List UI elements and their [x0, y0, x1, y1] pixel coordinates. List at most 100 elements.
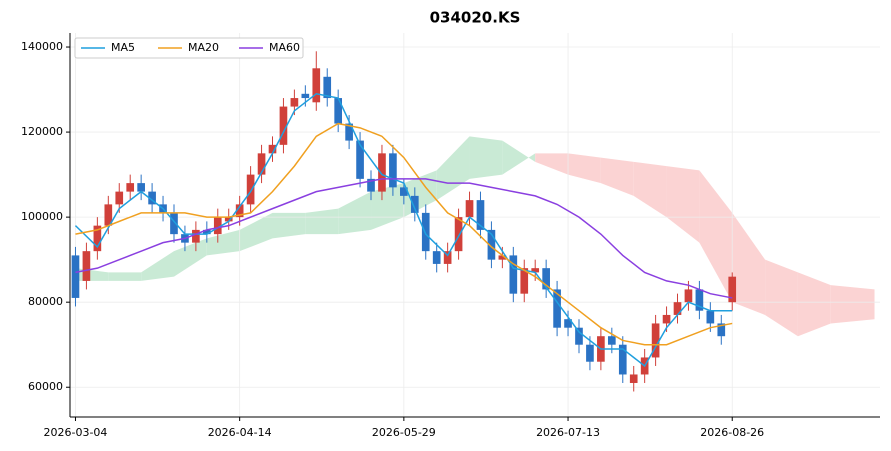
cloud-segment: [141, 251, 174, 281]
ma-line: [74, 93, 733, 368]
cloud-segment: [568, 153, 601, 184]
candle-body: [706, 310, 715, 324]
cloud-segment: [371, 183, 404, 230]
candle-body: [454, 217, 463, 252]
candle-body: [695, 289, 704, 311]
candle-body: [93, 225, 102, 252]
candle-body: [476, 200, 485, 230]
candle-body: [542, 268, 550, 290]
y-tick-label: 120000: [21, 125, 63, 138]
candle-body: [389, 153, 397, 188]
cloud-layer: [75, 136, 875, 337]
cloud-segment: [108, 272, 142, 281]
candle-body: [235, 204, 244, 218]
candle-body: [82, 251, 91, 281]
candle-body: [356, 140, 364, 179]
x-tick-label: 2026-05-29: [372, 426, 436, 439]
cloud-segment: [633, 161, 667, 218]
cloud-segment: [206, 229, 240, 256]
candle-body: [629, 374, 638, 383]
candle-body: [432, 251, 441, 264]
candle-body: [345, 123, 353, 141]
candle-body: [509, 255, 518, 294]
candle-body: [246, 174, 255, 205]
cloud-segment: [600, 157, 634, 196]
candle-body: [607, 336, 616, 345]
candle-body: [213, 217, 222, 235]
candle-body: [312, 68, 321, 103]
candle-body: [257, 153, 266, 175]
candle-body: [575, 327, 583, 345]
x-tick-label: 2026-03-04: [44, 426, 108, 439]
cloud-segment: [338, 191, 372, 235]
cloud-segment: [666, 166, 700, 243]
y-tick-label: 60000: [28, 380, 63, 393]
candle-body: [662, 314, 671, 324]
candle-body: [104, 204, 113, 226]
candle-body: [465, 200, 474, 218]
cloud-segment: [797, 272, 831, 337]
candle-body: [367, 178, 375, 192]
candle-body: [268, 144, 277, 154]
candle-body: [71, 255, 80, 298]
ma-line: [75, 178, 733, 299]
candle-body: [520, 268, 529, 294]
candle-body: [323, 76, 332, 99]
legend-label: MA60: [269, 41, 300, 54]
candle-body: [651, 323, 660, 358]
cloud-segment: [502, 140, 536, 175]
x-tick-label: 2026-07-13: [536, 426, 600, 439]
candle-body: [487, 229, 496, 260]
candle-body: [728, 276, 737, 303]
cloud-segment: [765, 259, 798, 337]
candle-body: [224, 217, 233, 222]
candle-body: [334, 98, 343, 124]
candle-body: [673, 302, 682, 315]
cloud-segment: [239, 212, 273, 252]
candle-body: [378, 153, 386, 192]
candle-body: [618, 344, 627, 375]
cloud-segment: [699, 170, 733, 303]
y-tick-label: 140000: [21, 40, 63, 53]
ma-line: [75, 122, 733, 346]
cloud-segment: [436, 136, 470, 201]
candle-body: [553, 289, 561, 328]
x-tick-label: 2026-08-26: [700, 426, 764, 439]
candle-body: [564, 319, 572, 328]
x-tick-label: 2026-04-14: [208, 426, 272, 439]
cloud-segment: [732, 212, 766, 315]
cloud-segment: [535, 153, 569, 175]
candle-body: [192, 229, 200, 243]
candle-body: [531, 268, 540, 273]
candle-body: [498, 255, 507, 260]
y-tick-label: 100000: [21, 210, 63, 223]
candle-body: [443, 251, 452, 264]
candle-body: [137, 183, 145, 192]
chart-title: 034020.KS: [430, 9, 521, 27]
candle-body: [170, 212, 178, 235]
candle-body: [290, 98, 299, 107]
candle-body: [202, 229, 211, 235]
y-tick-label: 80000: [28, 295, 63, 308]
candle-body: [126, 183, 135, 192]
legend-label: MA5: [111, 41, 135, 54]
candle-body: [421, 212, 430, 252]
line-layer: [74, 93, 733, 368]
candle-body: [717, 323, 726, 337]
cloud-segment: [305, 208, 339, 235]
candle-body: [410, 195, 419, 213]
candle-body: [279, 106, 288, 145]
grid-layer: [70, 33, 880, 417]
candle-body: [586, 344, 594, 362]
candle-body: [148, 191, 156, 205]
candle-body: [115, 191, 124, 205]
candle-body: [301, 93, 310, 99]
axes-layer: 60000 80000 100000 120000 140000 2026-03-04 20…: [21, 33, 880, 439]
cloud-segment: [272, 212, 306, 239]
cloud-segment: [830, 285, 875, 324]
cloud-segment: [469, 136, 503, 179]
cloud-segment: [75, 268, 109, 281]
candle-body: [684, 289, 693, 303]
